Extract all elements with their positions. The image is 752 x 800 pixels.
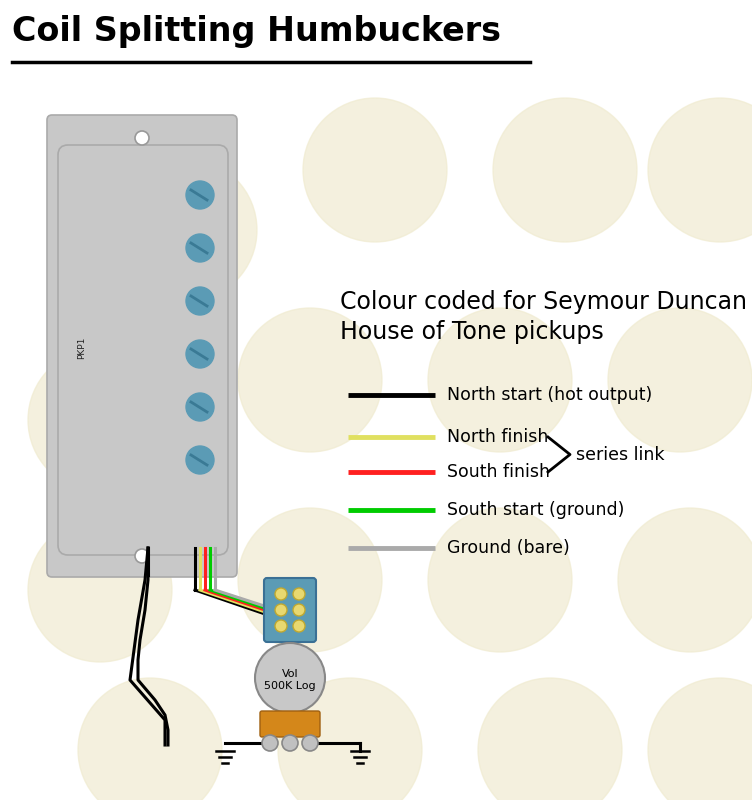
Circle shape [28,518,172,662]
Circle shape [238,308,382,452]
Circle shape [293,604,305,616]
Circle shape [275,604,287,616]
Circle shape [478,678,622,800]
Circle shape [186,181,214,209]
Text: North start (hot output): North start (hot output) [447,386,652,404]
Circle shape [493,98,637,242]
Circle shape [255,643,325,713]
Circle shape [186,446,214,474]
Circle shape [275,620,287,632]
Circle shape [275,588,287,600]
Circle shape [135,131,149,145]
Text: Vol
500K Log: Vol 500K Log [264,669,316,690]
Circle shape [428,308,572,452]
Circle shape [608,308,752,452]
Circle shape [262,735,278,751]
Text: PKP1: PKP1 [77,337,86,359]
Circle shape [648,98,752,242]
Circle shape [293,588,305,600]
FancyBboxPatch shape [260,711,320,737]
Circle shape [278,678,422,800]
Text: Coil Splitting Humbuckers: Coil Splitting Humbuckers [12,15,501,48]
FancyBboxPatch shape [58,145,228,555]
Circle shape [303,98,447,242]
Circle shape [302,735,318,751]
Circle shape [618,508,752,652]
Circle shape [186,234,214,262]
Circle shape [186,287,214,315]
Text: South finish: South finish [447,463,550,481]
Text: Ground (bare): Ground (bare) [447,539,570,557]
Text: South start (ground): South start (ground) [447,501,624,519]
Circle shape [186,340,214,368]
Circle shape [282,735,298,751]
FancyBboxPatch shape [264,578,316,642]
Circle shape [293,620,305,632]
Circle shape [28,348,172,492]
Circle shape [238,508,382,652]
Circle shape [135,549,149,563]
Text: North finish: North finish [447,428,548,446]
Circle shape [113,158,257,302]
Circle shape [78,678,222,800]
Circle shape [648,678,752,800]
Text: Colour coded for Seymour Duncan or
House of Tone pickups: Colour coded for Seymour Duncan or House… [340,290,752,344]
Text: series link: series link [576,446,665,463]
Circle shape [428,508,572,652]
Circle shape [186,393,214,421]
FancyBboxPatch shape [47,115,237,577]
